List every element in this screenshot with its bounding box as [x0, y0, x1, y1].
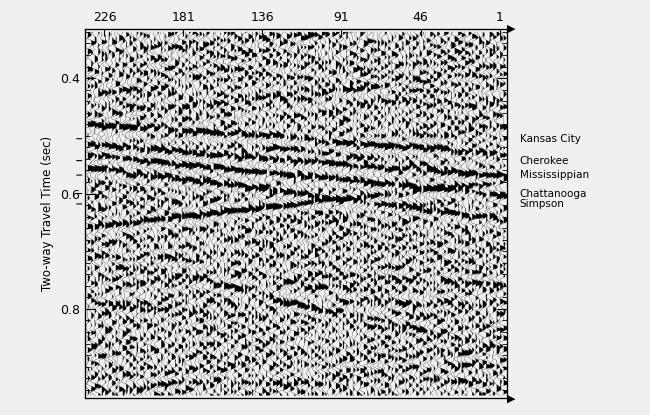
Text: Mississippian: Mississippian: [519, 170, 589, 180]
Text: Chattanooga: Chattanooga: [519, 188, 587, 198]
Text: Simpson: Simpson: [519, 199, 565, 209]
Text: Kansas City: Kansas City: [519, 134, 580, 144]
Text: ▶: ▶: [507, 24, 515, 34]
Y-axis label: Two-way Travel Time (sec): Two-way Travel Time (sec): [41, 136, 54, 291]
Text: ▶: ▶: [507, 393, 515, 403]
Text: Cherokee: Cherokee: [519, 156, 569, 166]
